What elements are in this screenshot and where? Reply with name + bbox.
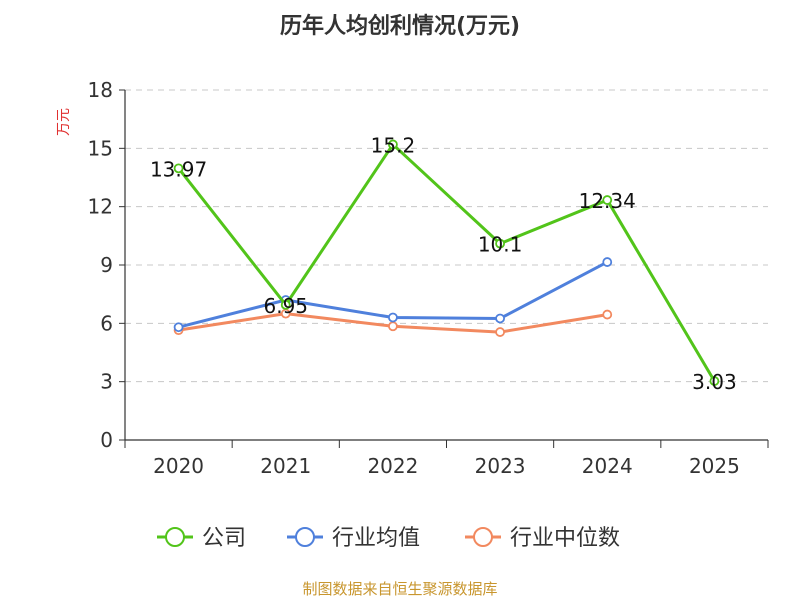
legend-label: 行业中位数 <box>510 526 620 551</box>
y-axis-label: 万元 <box>56 108 72 136</box>
y-tick-label: 18 <box>88 78 113 102</box>
data-label: 3.03 <box>692 370 737 394</box>
legend-marker <box>473 527 493 547</box>
x-tick-label: 2025 <box>689 454 740 478</box>
series-group <box>173 139 720 386</box>
data-point[interactable] <box>495 238 505 249</box>
x-tick-label: 2020 <box>153 454 204 478</box>
chart-title: 历年人均创利情况(万元) <box>280 13 520 39</box>
legend-label: 行业均值 <box>332 526 420 551</box>
y-tick-label: 6 <box>100 311 113 335</box>
data-point[interactable] <box>173 322 184 333</box>
y-tick-label: 15 <box>88 136 113 160</box>
legend[interactable]: 公司 行业均值 行业中位数 <box>157 526 620 551</box>
y-tick-label: 3 <box>100 370 113 394</box>
data-point[interactable] <box>495 327 505 337</box>
series-0 <box>173 139 720 386</box>
y-tick-label: 9 <box>100 253 113 277</box>
data-point[interactable] <box>602 257 613 267</box>
x-tick-label: 2021 <box>260 454 311 478</box>
x-tick-label: 2022 <box>367 454 418 478</box>
data-point[interactable] <box>173 163 184 174</box>
data-point[interactable] <box>280 299 291 310</box>
x-tick-label: 2024 <box>582 454 633 478</box>
series-line <box>177 142 716 382</box>
data-label: 15.2 <box>371 133 416 157</box>
data-label: 13.97 <box>150 157 207 181</box>
y-tick-label: 0 <box>100 428 113 452</box>
data-point[interactable] <box>388 312 398 323</box>
legend-marker <box>165 527 185 547</box>
legend-item[interactable]: 公司 <box>157 526 246 551</box>
data-label: 12.34 <box>579 189 636 213</box>
y-tick-label: 12 <box>88 195 113 219</box>
legend-item[interactable]: 行业中位数 <box>465 526 620 551</box>
data-label: 6.95 <box>263 294 308 318</box>
data-point[interactable] <box>388 139 398 150</box>
gridlines <box>125 89 768 383</box>
legend-item[interactable]: 行业均值 <box>287 526 420 551</box>
data-point[interactable] <box>709 376 720 386</box>
source-note: 制图数据来自恒生聚源数据库 <box>302 580 497 598</box>
data-labels: 13.97 6.95 15.2 10.1 12.34 3.03 <box>150 133 737 394</box>
data-point[interactable] <box>388 321 398 332</box>
axes: 0 3 6 9 12 15 18 2020 2021 2022 2023 2024 2025 <box>88 78 769 478</box>
data-point[interactable] <box>495 313 505 324</box>
data-point[interactable] <box>602 309 613 320</box>
legend-label: 公司 <box>202 526 246 551</box>
legend-marker <box>295 527 315 547</box>
data-point[interactable] <box>602 195 613 205</box>
x-tick-label: 2023 <box>475 454 526 478</box>
data-label: 10.1 <box>478 233 523 257</box>
